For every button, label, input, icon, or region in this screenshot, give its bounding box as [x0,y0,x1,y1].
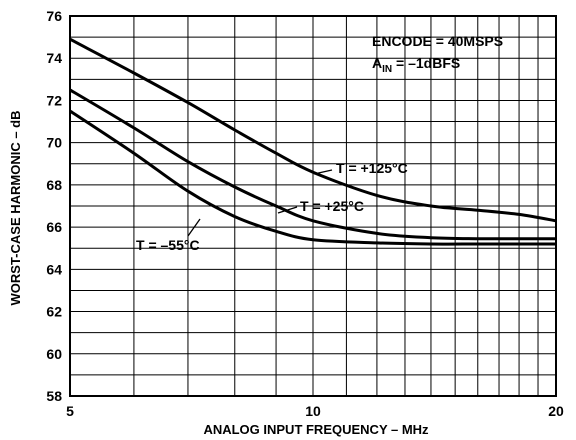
annotation-ain-rest: = –1dBFS [392,55,460,71]
y-tick-label: 72 [46,92,62,108]
x-tick-label: 5 [66,403,74,419]
annotation-ain: AIN = –1dBFS [372,55,460,75]
y-tick-label: 70 [46,135,62,151]
pointer-minus55 [187,218,201,237]
x-axis-label: ANALOG INPUT FREQUENCY – MHz [203,422,429,437]
y-tick-labels: 58 60 62 64 66 68 70 72 74 76 [46,8,62,404]
y-tick-label: 74 [46,50,62,66]
y-tick-label: 64 [46,261,62,277]
y-axis-label: WORST-CASE HARMONIC – dB [8,111,23,306]
series-line-0 [69,37,557,223]
pointer-25 [277,206,298,214]
y-tick-label: 76 [46,8,62,24]
y-tick-label: 68 [46,177,62,193]
series-label-minus55: T = –55°C [136,237,200,253]
grid [70,16,556,396]
x-tick-label: 20 [548,403,564,419]
series-lines [69,37,557,246]
series-line-2 [69,109,556,246]
y-tick-label: 66 [46,219,62,235]
series-label-25: T = +25°C [300,198,364,214]
label-pointers [187,169,333,237]
y-tick-label: 60 [46,346,62,362]
annotation-ain-sub: IN [382,64,392,75]
x-tick-labels: 5 10 20 [66,403,564,419]
y-tick-label: 58 [46,388,62,404]
series-line-1 [69,88,556,241]
annotation-ain-main: A [372,55,382,71]
y-tick-label: 62 [46,304,62,320]
annotation-encode: ENCODE = 40MSPS [372,33,503,49]
plot-frame [69,15,557,397]
x-tick-label: 10 [305,403,321,419]
pointer-125 [313,169,333,175]
series-label-125: T = +125°C [336,160,408,176]
